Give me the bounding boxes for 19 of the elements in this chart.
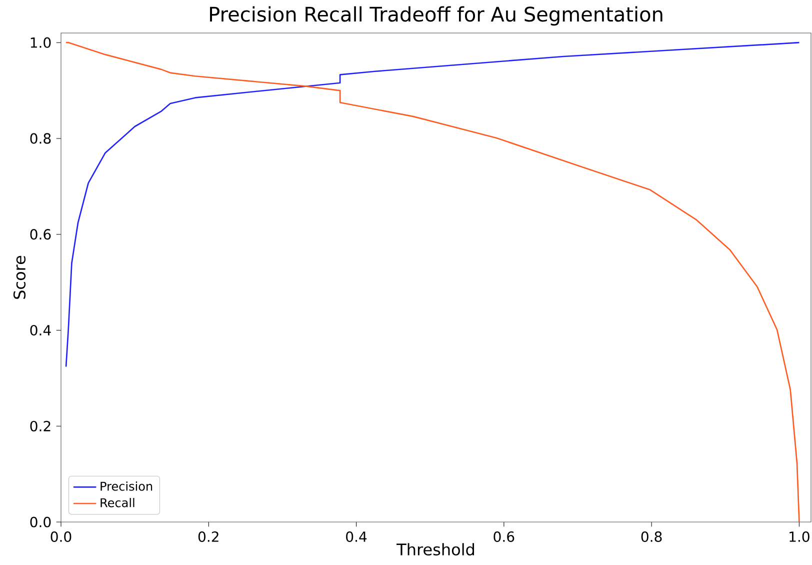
legend-label: Precision [100, 482, 152, 491]
y-tick-label: 0.2 [30, 420, 50, 432]
x-tick-label: 0.0 [50, 531, 72, 542]
x-axis-title: Threshold [396, 543, 474, 556]
x-tick-label: 0.6 [494, 531, 514, 542]
line-series [65, 42, 800, 522]
y-axis-title: Score [13, 256, 26, 299]
x-tick-label: 1.0 [790, 531, 810, 542]
x-tick-label: 0.2 [198, 531, 218, 542]
y-tick-label: 0.8 [30, 133, 51, 144]
x-tick-label: 0.8 [641, 531, 662, 542]
y-tick-label: 0.6 [30, 229, 51, 240]
y-tick-label: 0.4 [30, 324, 51, 336]
y-tick-label: 1.0 [30, 37, 51, 48]
legend-label: Recall [100, 498, 134, 508]
line-series [65, 42, 800, 368]
chart-title: Precision Recall Tradeoff for Au Segmentation [210, 6, 662, 26]
x-tick-label: 0.4 [346, 531, 367, 542]
y-tick-label: 0.0 [30, 516, 51, 528]
